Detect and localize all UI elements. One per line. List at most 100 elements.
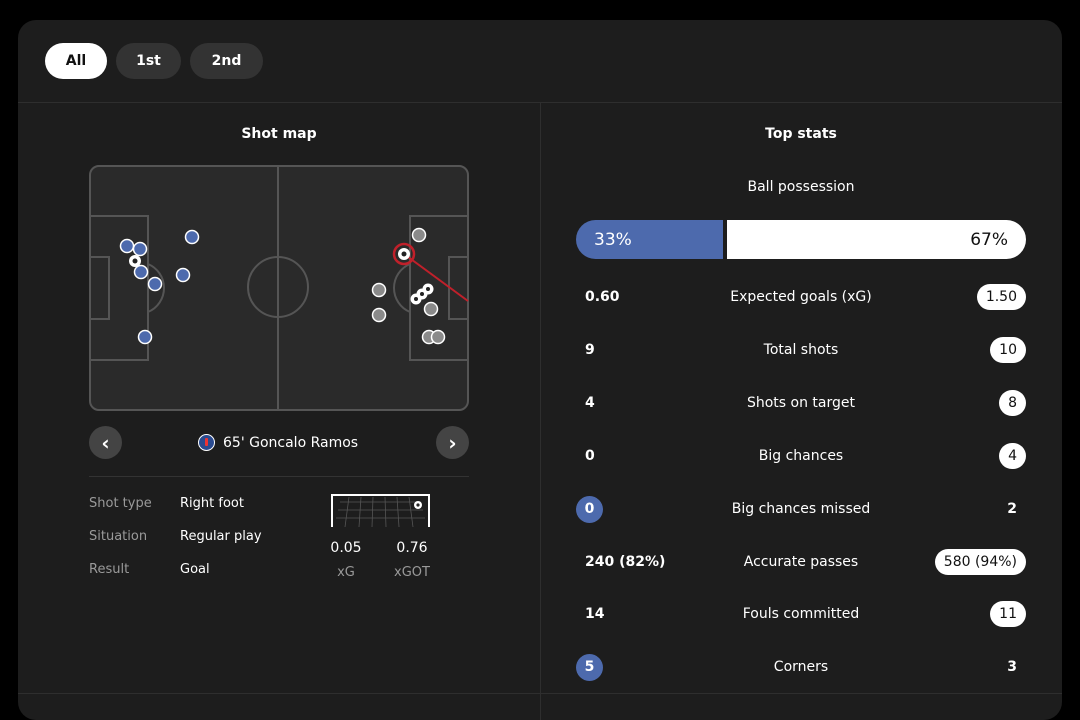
- selected-shot-trajectory: [403, 253, 469, 302]
- situation-label: Situation: [89, 529, 148, 544]
- shot-type-label: Shot type: [89, 496, 152, 511]
- tab-1st[interactable]: 1st: [116, 43, 181, 79]
- stat-name: Big chances: [758, 448, 844, 464]
- situation-value: Regular play: [180, 529, 262, 544]
- shot-map-title: Shot map: [241, 126, 317, 142]
- stat-away-value: 3: [1007, 653, 1026, 681]
- stat-name: Accurate passes: [743, 554, 859, 570]
- stat-home-value: 9: [585, 336, 595, 364]
- stat-row: 9 Total shots 10: [576, 336, 1026, 364]
- top-stats-title: Top stats: [765, 126, 837, 142]
- xg-label: xG: [337, 565, 355, 580]
- stat-row: 240 (82%) Accurate passes 580 (94%): [576, 548, 1026, 576]
- possession-home-value: 33%: [594, 229, 632, 250]
- tab-all[interactable]: All: [45, 43, 107, 79]
- stat-home-text: 5: [576, 653, 603, 681]
- team-crest-icon: [198, 434, 215, 451]
- away-shots: [371, 227, 469, 345]
- stat-name: Big chances missed: [731, 501, 871, 517]
- shot-marker[interactable]: [423, 301, 439, 317]
- stat-away-text: 11: [990, 601, 1026, 627]
- xg-value: 0.05: [330, 540, 362, 556]
- stat-away-text: 10: [990, 337, 1026, 363]
- shot-marker[interactable]: [371, 282, 387, 298]
- shot-marker[interactable]: [184, 229, 200, 245]
- stat-name: Corners: [773, 659, 829, 675]
- stat-home-value: 4: [585, 389, 595, 417]
- shot-marker[interactable]: [119, 238, 135, 254]
- stat-home-text: 4: [585, 395, 595, 411]
- period-tabs: All 1st 2nd: [45, 43, 263, 79]
- stat-home-text: 9: [585, 342, 595, 358]
- stat-row: 5 Corners 3: [576, 653, 1026, 681]
- stat-away-text: 8: [999, 390, 1026, 416]
- shot-marker[interactable]: [430, 329, 446, 345]
- stat-away-value: 8: [999, 389, 1026, 417]
- divider: [18, 693, 1062, 694]
- stat-home-text: 14: [585, 606, 605, 622]
- possession-away-value: 67%: [970, 229, 1008, 250]
- stat-name: Expected goals (xG): [730, 289, 872, 305]
- shot-marker[interactable]: [411, 227, 427, 243]
- selected-shot-label: 65' Goncalo Ramos: [198, 434, 358, 451]
- next-shot-button[interactable]: ›: [436, 426, 469, 459]
- stat-away-text: 2: [1007, 501, 1017, 517]
- stat-away-value: 580 (94%): [934, 548, 1026, 576]
- stat-home-text: 0: [585, 448, 595, 464]
- stat-away-value: 10: [990, 336, 1026, 364]
- shot-type-value: Right foot: [180, 496, 244, 511]
- shot-marker[interactable]: [133, 264, 149, 280]
- chevron-right-icon: ›: [448, 430, 457, 455]
- shot-marker[interactable]: [147, 276, 163, 292]
- stat-row: 14 Fouls committed 11: [576, 600, 1026, 628]
- stat-home-value: 240 (82%): [585, 548, 665, 576]
- stat-away-value: 2: [1007, 495, 1026, 523]
- stat-name: Total shots: [763, 342, 839, 358]
- stat-home-value: 0: [585, 442, 595, 470]
- home-shots: [119, 229, 200, 345]
- goal-marker[interactable]: [129, 255, 141, 267]
- goal-marker[interactable]: [410, 283, 434, 305]
- stat-away-value: 1.50: [976, 283, 1026, 311]
- shot-marker[interactable]: [371, 307, 387, 323]
- possession-label: Ball possession: [747, 179, 855, 195]
- stat-home-text: 0.60: [585, 289, 620, 305]
- shot-marker[interactable]: [175, 267, 191, 283]
- shot-marker[interactable]: [132, 241, 148, 257]
- shot-map-pitch: [89, 165, 469, 411]
- stat-row: 4 Shots on target 8: [576, 389, 1026, 417]
- stat-row: 0 Big chances 4: [576, 442, 1026, 470]
- possession-away-bar: 67%: [727, 220, 1026, 259]
- stat-away-text: 580 (94%): [934, 549, 1026, 575]
- shot-minute-player: 65' Goncalo Ramos: [223, 434, 359, 451]
- goal-frame-icon: [331, 494, 430, 527]
- stat-row: 0.60 Expected goals (xG) 1.50: [576, 283, 1026, 311]
- possession-home-bar: 33%: [576, 220, 723, 259]
- previous-shot-button[interactable]: ‹: [89, 426, 122, 459]
- stat-name: Shots on target: [746, 395, 855, 411]
- result-value: Goal: [180, 562, 210, 577]
- stat-away-text: 1.50: [976, 284, 1026, 310]
- stat-away-text: 4: [999, 443, 1026, 469]
- result-label: Result: [89, 562, 130, 577]
- stat-home-value: 0: [576, 495, 603, 523]
- xgot-label: xGOT: [394, 565, 430, 580]
- match-stats-card: All 1st 2nd Shot map: [18, 20, 1062, 720]
- stat-home-text: 240 (82%): [585, 554, 666, 570]
- column-divider: [540, 102, 541, 720]
- stat-home-text: 0: [576, 495, 603, 523]
- chevron-left-icon: ‹: [101, 430, 110, 455]
- stat-away-value: 11: [990, 600, 1026, 628]
- tab-2nd[interactable]: 2nd: [190, 43, 263, 79]
- stat-row: 0 Big chances missed 2: [576, 495, 1026, 523]
- stat-name: Fouls committed: [742, 606, 860, 622]
- xgot-value: 0.76: [396, 540, 428, 556]
- stat-away-value: 4: [999, 442, 1026, 470]
- shot-marker[interactable]: [137, 329, 153, 345]
- stat-home-value: 5: [576, 653, 603, 681]
- stat-home-value: 0.60: [585, 283, 620, 311]
- divider: [89, 476, 469, 477]
- selected-shot-marker[interactable]: [392, 242, 416, 266]
- stat-away-text: 3: [1007, 659, 1017, 675]
- stat-home-value: 14: [585, 600, 604, 628]
